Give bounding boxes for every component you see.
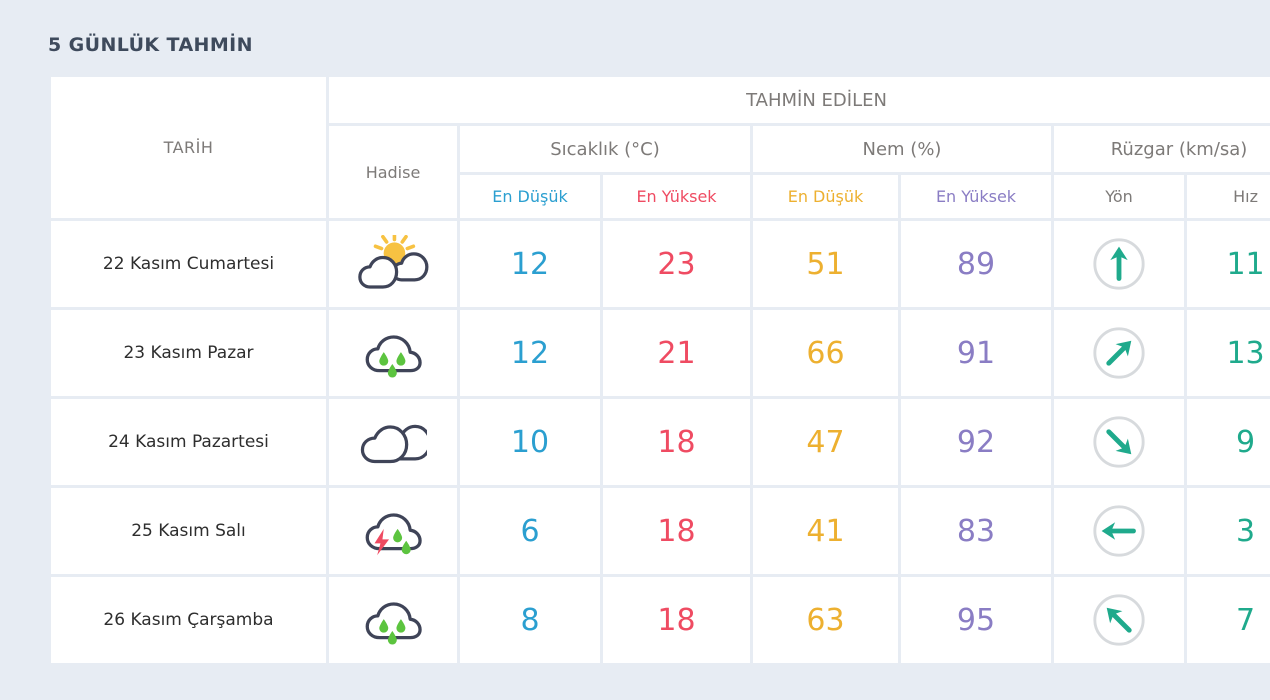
header-wind-speed: Hız [1187,175,1270,218]
header-humidity-group: Nem (%) [753,126,1051,172]
header-humidity-min: En Düşük [753,175,898,218]
header-wind-direction: Yön [1054,175,1184,218]
cell-humidity-min: 47 [753,399,898,485]
cell-date: 22 Kasım Cumartesi [51,221,326,307]
cell-wind-speed: 9 [1187,399,1270,485]
cell-date: 24 Kasım Pazartesi [51,399,326,485]
cell-wind-speed: 3 [1187,488,1270,574]
header-wind-group: Rüzgar (km/sa) [1054,126,1270,172]
cell-temp-min: 8 [460,577,600,663]
header-temp-min: En Düşük [460,175,600,218]
cell-humidity-max: 91 [901,310,1051,396]
cell-humidity-min: 41 [753,488,898,574]
cell-humidity-max: 92 [901,399,1051,485]
cell-humidity-max: 83 [901,488,1051,574]
sun-behind-cloud-icon [329,221,457,307]
table-header: TARİH TAHMİN EDİLEN Hadise Sıcaklık (°C)… [51,77,1270,218]
arrow-down-right-icon [1054,399,1184,485]
rain-icon [329,577,457,663]
cell-humidity-min: 51 [753,221,898,307]
arrow-up-right-icon [1054,310,1184,396]
cell-temp-min: 12 [460,310,600,396]
rain-icon [329,310,457,396]
cell-humidity-max: 89 [901,221,1051,307]
page-title: 5 GÜNLÜK TAHMİN [48,34,253,56]
header-date: TARİH [51,77,326,218]
table-row: 26 Kasım Çarşamba 8 18 63 95 7 [51,577,1270,663]
cell-humidity-min: 63 [753,577,898,663]
header-temperature-group: Sıcaklık (°C) [460,126,750,172]
arrow-up-icon [1054,221,1184,307]
cell-temp-min: 6 [460,488,600,574]
cell-temp-min: 10 [460,399,600,485]
cell-humidity-min: 66 [753,310,898,396]
cell-date: 23 Kasım Pazar [51,310,326,396]
cell-date: 26 Kasım Çarşamba [51,577,326,663]
table-row: 22 Kasım Cumartesi 12 23 51 89 11 [51,221,1270,307]
arrow-left-icon [1054,488,1184,574]
cell-temp-min: 12 [460,221,600,307]
table-row: 24 Kasım Pazartesi 10 18 47 92 9 [51,399,1270,485]
cell-temp-max: 18 [603,577,750,663]
header-humidity-max: En Yüksek [901,175,1051,218]
arrow-up-left-icon [1054,577,1184,663]
table-row: 25 Kasım Salı 6 18 41 83 3 [51,488,1270,574]
table-row: 23 Kasım Pazar 12 21 66 91 13 [51,310,1270,396]
cell-wind-speed: 11 [1187,221,1270,307]
header-forecast-group: TAHMİN EDİLEN [329,77,1270,123]
cell-humidity-max: 95 [901,577,1051,663]
header-event: Hadise [329,126,457,218]
forecast-table: TARİH TAHMİN EDİLEN Hadise Sıcaklık (°C)… [48,74,1270,666]
cell-wind-speed: 13 [1187,310,1270,396]
cell-temp-max: 18 [603,488,750,574]
table-body: 22 Kasım Cumartesi 12 23 51 89 11 23 Kasım Paz… [51,221,1270,663]
header-temp-max: En Yüksek [603,175,750,218]
cloudy-icon [329,399,457,485]
cell-temp-max: 21 [603,310,750,396]
cell-wind-speed: 7 [1187,577,1270,663]
thunderstorm-rain-icon [329,488,457,574]
cell-temp-max: 18 [603,399,750,485]
cell-date: 25 Kasım Salı [51,488,326,574]
cell-temp-max: 23 [603,221,750,307]
